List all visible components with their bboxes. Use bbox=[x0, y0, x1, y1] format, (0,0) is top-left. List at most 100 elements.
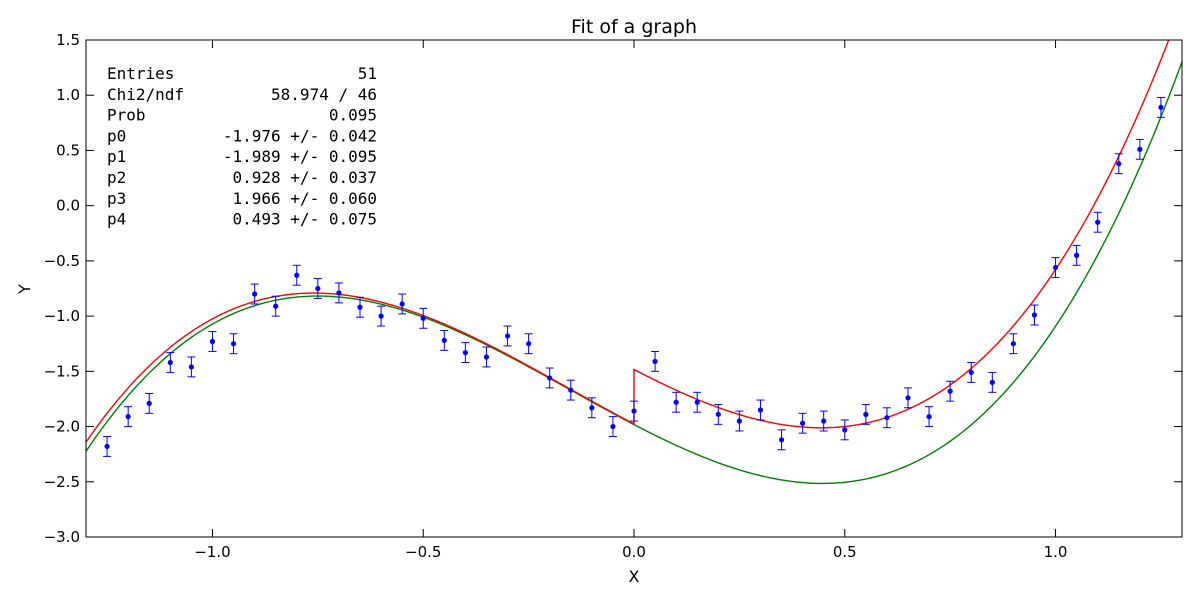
stats-value: 51 bbox=[358, 64, 377, 83]
point-marker bbox=[652, 358, 658, 364]
data-point bbox=[693, 391, 702, 413]
point-marker bbox=[1052, 264, 1059, 271]
data-point bbox=[882, 407, 891, 429]
x-tick-label: −0.5 bbox=[405, 543, 441, 561]
point-marker bbox=[821, 418, 827, 424]
data-point bbox=[461, 342, 470, 363]
stats-label: Entries bbox=[107, 64, 174, 83]
point-marker bbox=[989, 379, 995, 385]
point-marker bbox=[441, 337, 447, 344]
point-marker bbox=[673, 399, 679, 405]
data-point bbox=[756, 399, 765, 421]
point-marker bbox=[842, 427, 848, 433]
point-marker bbox=[905, 395, 911, 401]
point-marker bbox=[209, 338, 216, 345]
stats-label: p1 bbox=[107, 147, 126, 166]
y-tick-label: −1.0 bbox=[44, 307, 80, 325]
stats-label: Chi2/ndf bbox=[107, 85, 184, 104]
data-point bbox=[292, 264, 301, 286]
data-point bbox=[103, 435, 112, 457]
point-marker bbox=[947, 388, 953, 394]
data-point bbox=[229, 333, 238, 355]
data-point bbox=[377, 305, 386, 327]
stats-label: Prob bbox=[107, 106, 146, 125]
data-point bbox=[503, 325, 512, 347]
data-point bbox=[714, 403, 723, 425]
point-marker bbox=[357, 304, 363, 310]
point-marker bbox=[631, 408, 637, 414]
y-tick-label: −0.5 bbox=[44, 252, 80, 270]
data-points bbox=[103, 96, 1165, 457]
data-point bbox=[840, 419, 849, 441]
stats-label: p2 bbox=[107, 168, 126, 187]
point-marker bbox=[547, 375, 553, 381]
data-point bbox=[630, 400, 638, 422]
data-point bbox=[250, 283, 259, 305]
data-point bbox=[482, 346, 491, 368]
data-point bbox=[967, 361, 976, 383]
data-point bbox=[904, 387, 912, 409]
point-marker bbox=[968, 369, 974, 376]
point-marker bbox=[336, 290, 342, 296]
point-marker bbox=[800, 420, 806, 426]
point-marker bbox=[420, 315, 426, 321]
data-point bbox=[672, 391, 681, 413]
data-point bbox=[356, 296, 364, 318]
data-point bbox=[925, 406, 934, 428]
data-point bbox=[946, 380, 955, 402]
data-point bbox=[1009, 333, 1018, 355]
point-marker bbox=[230, 341, 237, 347]
stats-value: 0.095 bbox=[329, 106, 377, 125]
stats-label: p4 bbox=[107, 210, 126, 229]
point-marker bbox=[146, 400, 152, 406]
point-marker bbox=[736, 418, 742, 424]
data-point bbox=[988, 371, 997, 393]
point-marker bbox=[568, 387, 574, 393]
data-point bbox=[1051, 257, 1060, 278]
stats-value: 0.493 +/- 0.075 bbox=[233, 210, 378, 229]
data-point bbox=[313, 278, 322, 299]
point-marker bbox=[926, 414, 932, 420]
x-tick-label: 1.0 bbox=[1044, 543, 1068, 561]
y-tick-label: 1.0 bbox=[56, 86, 80, 104]
data-point bbox=[545, 367, 554, 389]
point-marker bbox=[778, 437, 785, 443]
data-point bbox=[1135, 138, 1144, 160]
data-point bbox=[398, 293, 407, 315]
data-point bbox=[124, 406, 133, 428]
point-marker bbox=[1074, 252, 1080, 258]
point-marker bbox=[589, 405, 595, 411]
y-tick-label: 0.5 bbox=[56, 141, 80, 159]
y-tick-label: 1.5 bbox=[56, 31, 80, 49]
point-marker bbox=[1095, 219, 1101, 225]
data-point bbox=[208, 331, 217, 352]
chart-title: Fit of a graph bbox=[571, 16, 697, 38]
data-point bbox=[819, 410, 828, 432]
point-marker bbox=[104, 443, 110, 450]
x-tick-label: 0.0 bbox=[622, 543, 646, 561]
point-marker bbox=[884, 415, 890, 421]
point-marker bbox=[694, 399, 700, 405]
x-axis-label: X bbox=[629, 567, 640, 586]
stats-value: 58.974 / 46 bbox=[271, 85, 377, 104]
point-marker bbox=[863, 411, 869, 418]
data-point bbox=[334, 282, 343, 304]
point-marker bbox=[294, 272, 300, 278]
stats-label: p0 bbox=[107, 126, 126, 145]
data-point bbox=[587, 397, 596, 419]
data-point bbox=[651, 350, 660, 372]
y-axis-label: Y bbox=[15, 284, 34, 295]
data-point bbox=[798, 412, 807, 434]
data-point bbox=[861, 403, 870, 425]
point-marker bbox=[378, 313, 384, 319]
data-point bbox=[566, 379, 575, 401]
point-marker bbox=[399, 301, 405, 307]
data-point bbox=[735, 410, 744, 432]
point-marker bbox=[167, 359, 173, 366]
stats-value: -1.976 +/- 0.042 bbox=[223, 126, 377, 145]
data-point bbox=[1093, 211, 1102, 233]
point-marker bbox=[610, 423, 616, 430]
data-point bbox=[187, 356, 196, 378]
y-tick-label: −2.0 bbox=[44, 418, 80, 436]
